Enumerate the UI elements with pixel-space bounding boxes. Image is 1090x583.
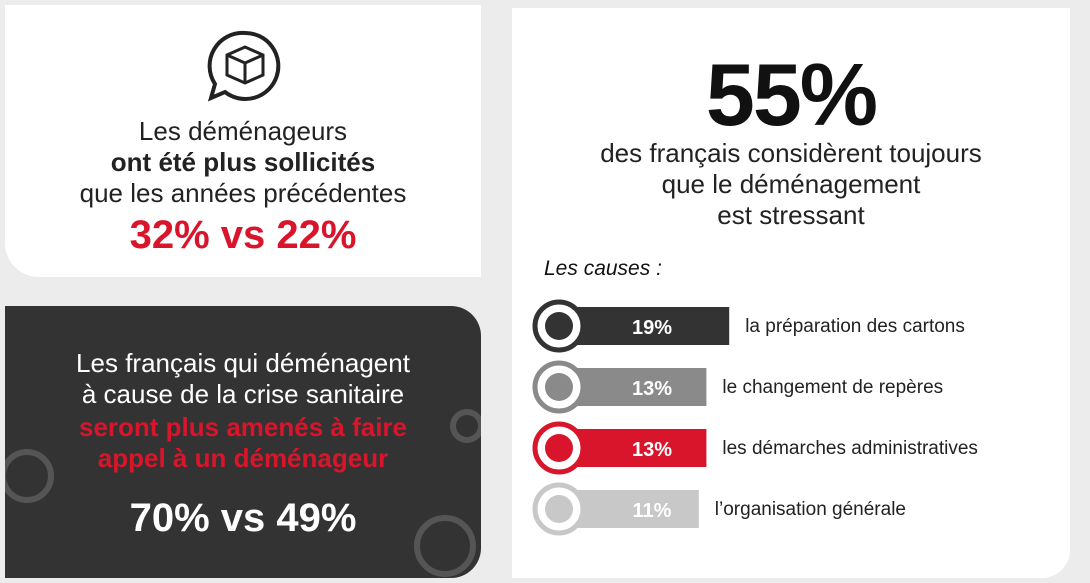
icon	[545, 312, 573, 340]
crisis-card: Les français qui déménagent à cause de l…	[5, 306, 481, 578]
icon	[545, 495, 573, 523]
virus-decor	[5, 409, 481, 577]
cause-label: l’organisation générale	[715, 499, 906, 520]
text-line: appel à un déménageur	[97, 443, 389, 473]
text-line: à cause de la crise sanitaire	[81, 379, 405, 409]
movers-card: Les déménageurs ont été plus sollicités …	[5, 5, 481, 277]
box-icon	[207, 30, 281, 102]
text-line: ont été plus sollicités	[110, 147, 376, 177]
cause-label: les démarches administratives	[722, 438, 978, 459]
value-label: 13%	[632, 378, 672, 400]
big-figure: 55%	[705, 45, 878, 144]
value-label: 11%	[633, 500, 672, 522]
text-line: que les années précédentes	[79, 178, 407, 208]
text-line: Les déménageurs	[138, 116, 348, 146]
causes-chart: 19% la préparation des cartons 13% le chang…	[532, 299, 978, 536]
text-line: Les français qui déménagent	[76, 348, 410, 378]
cause-label: la préparation des cartons	[745, 316, 965, 337]
causes-title: Les causes :	[544, 257, 662, 280]
value-label: 19%	[632, 317, 672, 339]
cause-label: le changement de repères	[722, 377, 943, 398]
figure: 70% vs 49%	[129, 496, 357, 540]
figure: 32% vs 22%	[129, 213, 357, 257]
text-line: que le déménagement	[661, 169, 921, 199]
virus	[5, 409, 481, 577]
value-label: 13%	[632, 439, 672, 461]
text-line: des français considèrent toujours	[600, 138, 982, 168]
text-line: seront plus amenés à faire	[78, 412, 408, 442]
bar	[557, 307, 730, 345]
icon-layer	[207, 30, 281, 102]
text-line: est stressant	[717, 200, 865, 230]
icon	[545, 373, 573, 401]
stress-card: 55% des français considèrent toujours qu…	[512, 8, 1070, 578]
icon	[545, 434, 573, 462]
